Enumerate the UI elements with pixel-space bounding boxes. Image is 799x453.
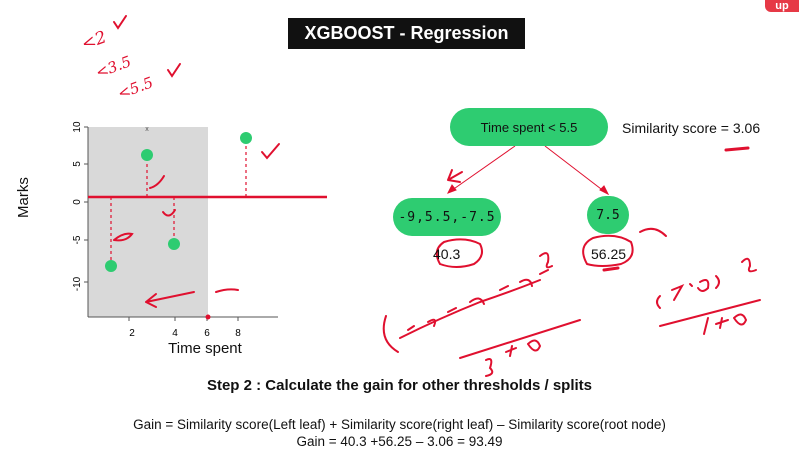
data-point (240, 132, 252, 144)
y-tick-label: 0 (72, 199, 83, 205)
power-two-mark (741, 257, 757, 273)
root-similarity-score: Similarity score = 3.06 (622, 120, 761, 136)
hand-threshold: <3.5 (93, 52, 133, 81)
fraction-bar (459, 319, 581, 359)
arrow-head (446, 184, 457, 194)
x-tick-label: 4 (172, 328, 178, 339)
y-axis-label: Marks (15, 177, 32, 218)
fraction-bar (659, 299, 761, 327)
y-tick-label: 10 (72, 121, 83, 133)
split-marker (205, 314, 211, 320)
circle-mark (435, 238, 483, 268)
arrow-right-icon (639, 227, 667, 237)
left-leaf-node: -9,5.5,-7.5 (393, 198, 501, 236)
root-node: Time spent < 5.5 (450, 108, 608, 146)
check-icon (149, 175, 165, 189)
data-point (105, 260, 117, 272)
check-icon (113, 232, 134, 242)
underline-mark (724, 146, 750, 152)
check-icon (167, 63, 181, 78)
slide-title: XGBOOST - Regression (288, 18, 525, 49)
hand-mark (215, 288, 239, 293)
data-point (141, 149, 153, 161)
arrow-left-icon (145, 291, 195, 308)
x-tick-label: 8 (235, 328, 241, 339)
hand-threshold: <2 (79, 27, 109, 54)
edge-left (447, 145, 516, 194)
power-two-mark (539, 252, 553, 269)
x-tick-label: 6 (204, 328, 210, 339)
gain-calculation: Gain = 40.3 +56.25 – 3.06 = 93.49 (296, 434, 503, 449)
paren-mark (656, 295, 661, 309)
plot-top-mark: x (145, 126, 149, 133)
denominator-scribble (485, 339, 542, 377)
circle-mark (582, 234, 634, 267)
check-icon (162, 209, 176, 217)
y-tick-label: -10 (72, 276, 83, 291)
denominator-scribble (703, 313, 748, 335)
check-icon (261, 143, 280, 160)
x-axis-label: Time spent (168, 340, 242, 357)
edge-right (544, 145, 606, 193)
y-tick-label: -5 (72, 235, 83, 244)
brand-logo: up (765, 0, 799, 12)
arrow-down-left-icon (447, 169, 463, 183)
x-tick-label: 2 (129, 328, 135, 339)
formula-scribble (399, 279, 541, 339)
data-point (168, 238, 180, 250)
check-icon (113, 15, 127, 30)
tree-edges (446, 145, 610, 196)
gain-formula: Gain = Similarity score(Left leaf) + Sim… (133, 417, 666, 432)
arrow-head (599, 185, 610, 196)
hand-threshold: <5.5 (115, 73, 155, 102)
formula-scribble (407, 269, 549, 331)
right-leaf-node: 7.5 (587, 196, 629, 234)
step-heading: Step 2 : Calculate the gain for other th… (206, 377, 593, 394)
scatter-plot: 2 4 6 8 10 5 0 -5 -10 x (72, 121, 327, 339)
right-leaf-score: 56.25 (591, 246, 627, 262)
underline-mark (602, 266, 620, 272)
y-tick-label: 5 (72, 161, 83, 167)
paren-mark (715, 275, 720, 289)
numerator-scribble (671, 279, 710, 301)
left-leaf-score: 40.3 (433, 246, 461, 262)
paren-mark (382, 315, 399, 353)
